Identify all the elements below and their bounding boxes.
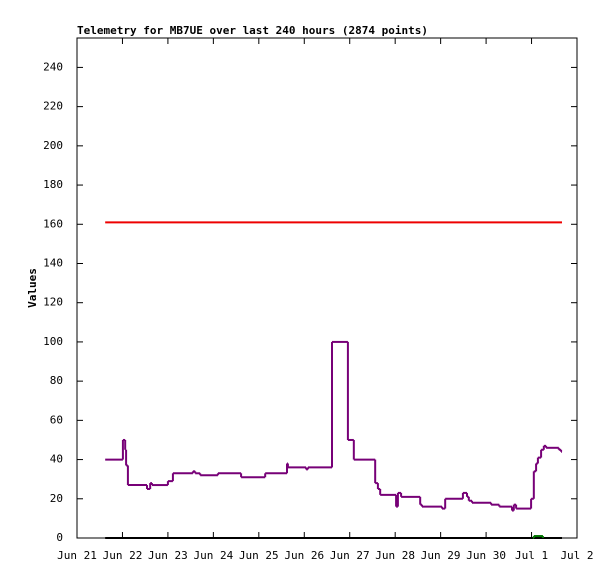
x-tick-label: Jul 1: [515, 549, 548, 562]
y-tick-label: 160: [43, 217, 63, 230]
x-tick-label: Jun 22: [103, 549, 143, 562]
y-tick-label: 60: [50, 413, 63, 426]
y-tick-label: 20: [50, 492, 63, 505]
x-tick-label: Jul 2: [560, 549, 593, 562]
y-axis-label: Values: [26, 268, 39, 308]
y-tick-label: 220: [43, 100, 63, 113]
chart-title: Telemetry for MB7UE over last 240 hours …: [77, 24, 428, 37]
x-tick-label: Jun 29: [421, 549, 461, 562]
x-tick-label: Jun 30: [466, 549, 506, 562]
y-tick-label: 120: [43, 296, 63, 309]
y-tick-label: 40: [50, 453, 63, 466]
x-tick-label: Jun 21: [57, 549, 97, 562]
y-tick-label: 0: [56, 531, 63, 544]
x-tick-label: Jun 24: [193, 549, 233, 562]
x-tick-label: Jun 27: [330, 549, 370, 562]
x-tick-label: Jun 26: [284, 549, 324, 562]
y-tick-label: 140: [43, 256, 63, 269]
plot-frame: [76, 37, 578, 539]
y-tick-label: 200: [43, 139, 63, 152]
x-tick-label: Jun 23: [148, 549, 188, 562]
x-tick-label: Jun 25: [239, 549, 279, 562]
y-tick-label: 100: [43, 335, 63, 348]
x-tick-label: Jun 28: [375, 549, 415, 562]
y-tick-label: 240: [43, 60, 63, 73]
y-tick-label: 80: [50, 374, 63, 387]
y-tick-label: 180: [43, 178, 63, 191]
